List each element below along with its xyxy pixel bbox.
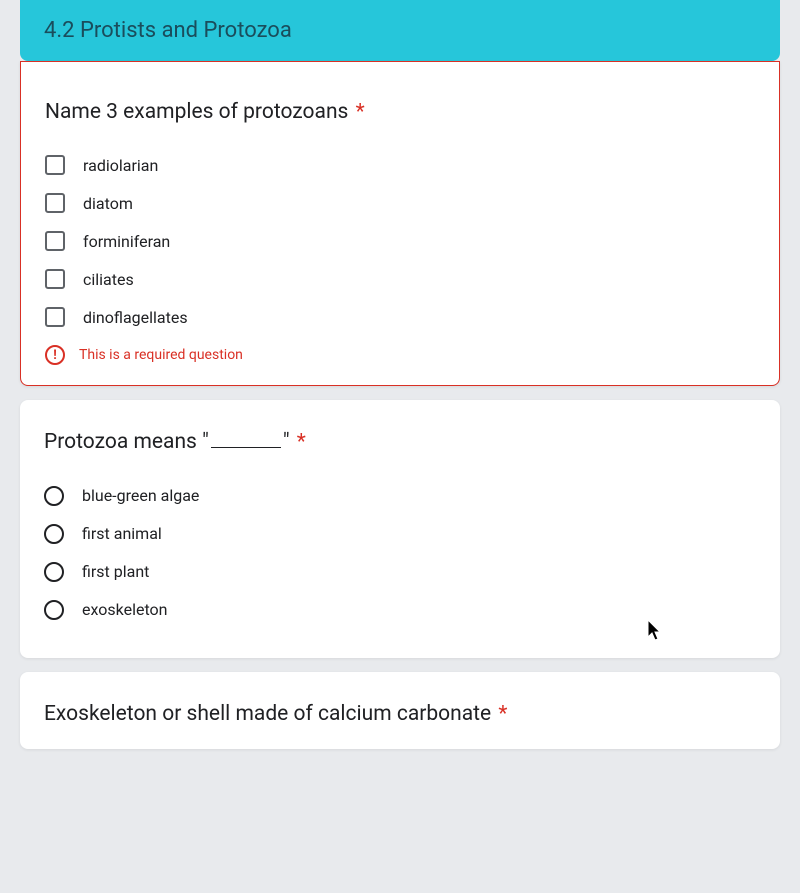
checkbox-option[interactable]: dinoflagellates: [45, 307, 755, 327]
required-asterisk: *: [498, 702, 507, 726]
checkbox-icon[interactable]: [45, 307, 65, 327]
option-label: first plant: [82, 562, 149, 581]
section-title: 4.2 Protists and Protozoa: [44, 18, 756, 43]
error-message-row: ! This is a required question: [45, 345, 755, 365]
option-label: dinoflagellates: [83, 308, 188, 327]
alert-icon: !: [45, 345, 65, 365]
option-label: blue-green algae: [82, 486, 199, 505]
option-label: ciliates: [83, 270, 134, 289]
radio-icon[interactable]: [44, 524, 64, 544]
error-text: This is a required question: [79, 347, 243, 363]
option-label: radiolarian: [83, 156, 158, 175]
form-container: 4.2 Protists and Protozoa Name 3 example…: [0, 0, 800, 749]
checkbox-option[interactable]: radiolarian: [45, 155, 755, 175]
question-card-2: Protozoa means " " * blue-green algae fir…: [20, 400, 780, 657]
question-3-title: Exoskeleton or shell made of calcium car…: [44, 700, 756, 729]
radio-icon[interactable]: [44, 600, 64, 620]
checkbox-option[interactable]: diatom: [45, 193, 755, 213]
radio-option[interactable]: first animal: [44, 524, 756, 544]
question-card-1: Name 3 examples of protozoans * radiolar…: [20, 61, 780, 386]
radio-option[interactable]: first plant: [44, 562, 756, 582]
question-2-prefix: Protozoa means ": [44, 430, 209, 454]
checkbox-icon[interactable]: [45, 231, 65, 251]
question-3-text: Exoskeleton or shell made of calcium car…: [44, 702, 491, 726]
checkbox-icon[interactable]: [45, 155, 65, 175]
question-2-suffix: ": [283, 430, 290, 454]
option-label: forminiferan: [83, 232, 170, 251]
radio-icon[interactable]: [44, 562, 64, 582]
option-label: diatom: [83, 194, 133, 213]
question-1-title: Name 3 examples of protozoans *: [45, 98, 755, 127]
checkbox-icon[interactable]: [45, 193, 65, 213]
fill-blank-line: [211, 447, 281, 448]
radio-icon[interactable]: [44, 486, 64, 506]
checkbox-option[interactable]: ciliates: [45, 269, 755, 289]
section-header-card: 4.2 Protists and Protozoa: [20, 0, 780, 61]
checkbox-icon[interactable]: [45, 269, 65, 289]
radio-option[interactable]: exoskeleton: [44, 600, 756, 620]
question-2-title: Protozoa means " " *: [44, 428, 756, 457]
option-label: first animal: [82, 524, 162, 543]
checkbox-option[interactable]: forminiferan: [45, 231, 755, 251]
question-card-3: Exoskeleton or shell made of calcium car…: [20, 672, 780, 749]
option-label: exoskeleton: [82, 600, 168, 619]
required-asterisk: *: [297, 430, 306, 454]
alert-glyph: !: [53, 348, 57, 363]
required-asterisk: *: [356, 100, 365, 124]
question-1-text: Name 3 examples of protozoans: [45, 100, 348, 124]
radio-option[interactable]: blue-green algae: [44, 486, 756, 506]
